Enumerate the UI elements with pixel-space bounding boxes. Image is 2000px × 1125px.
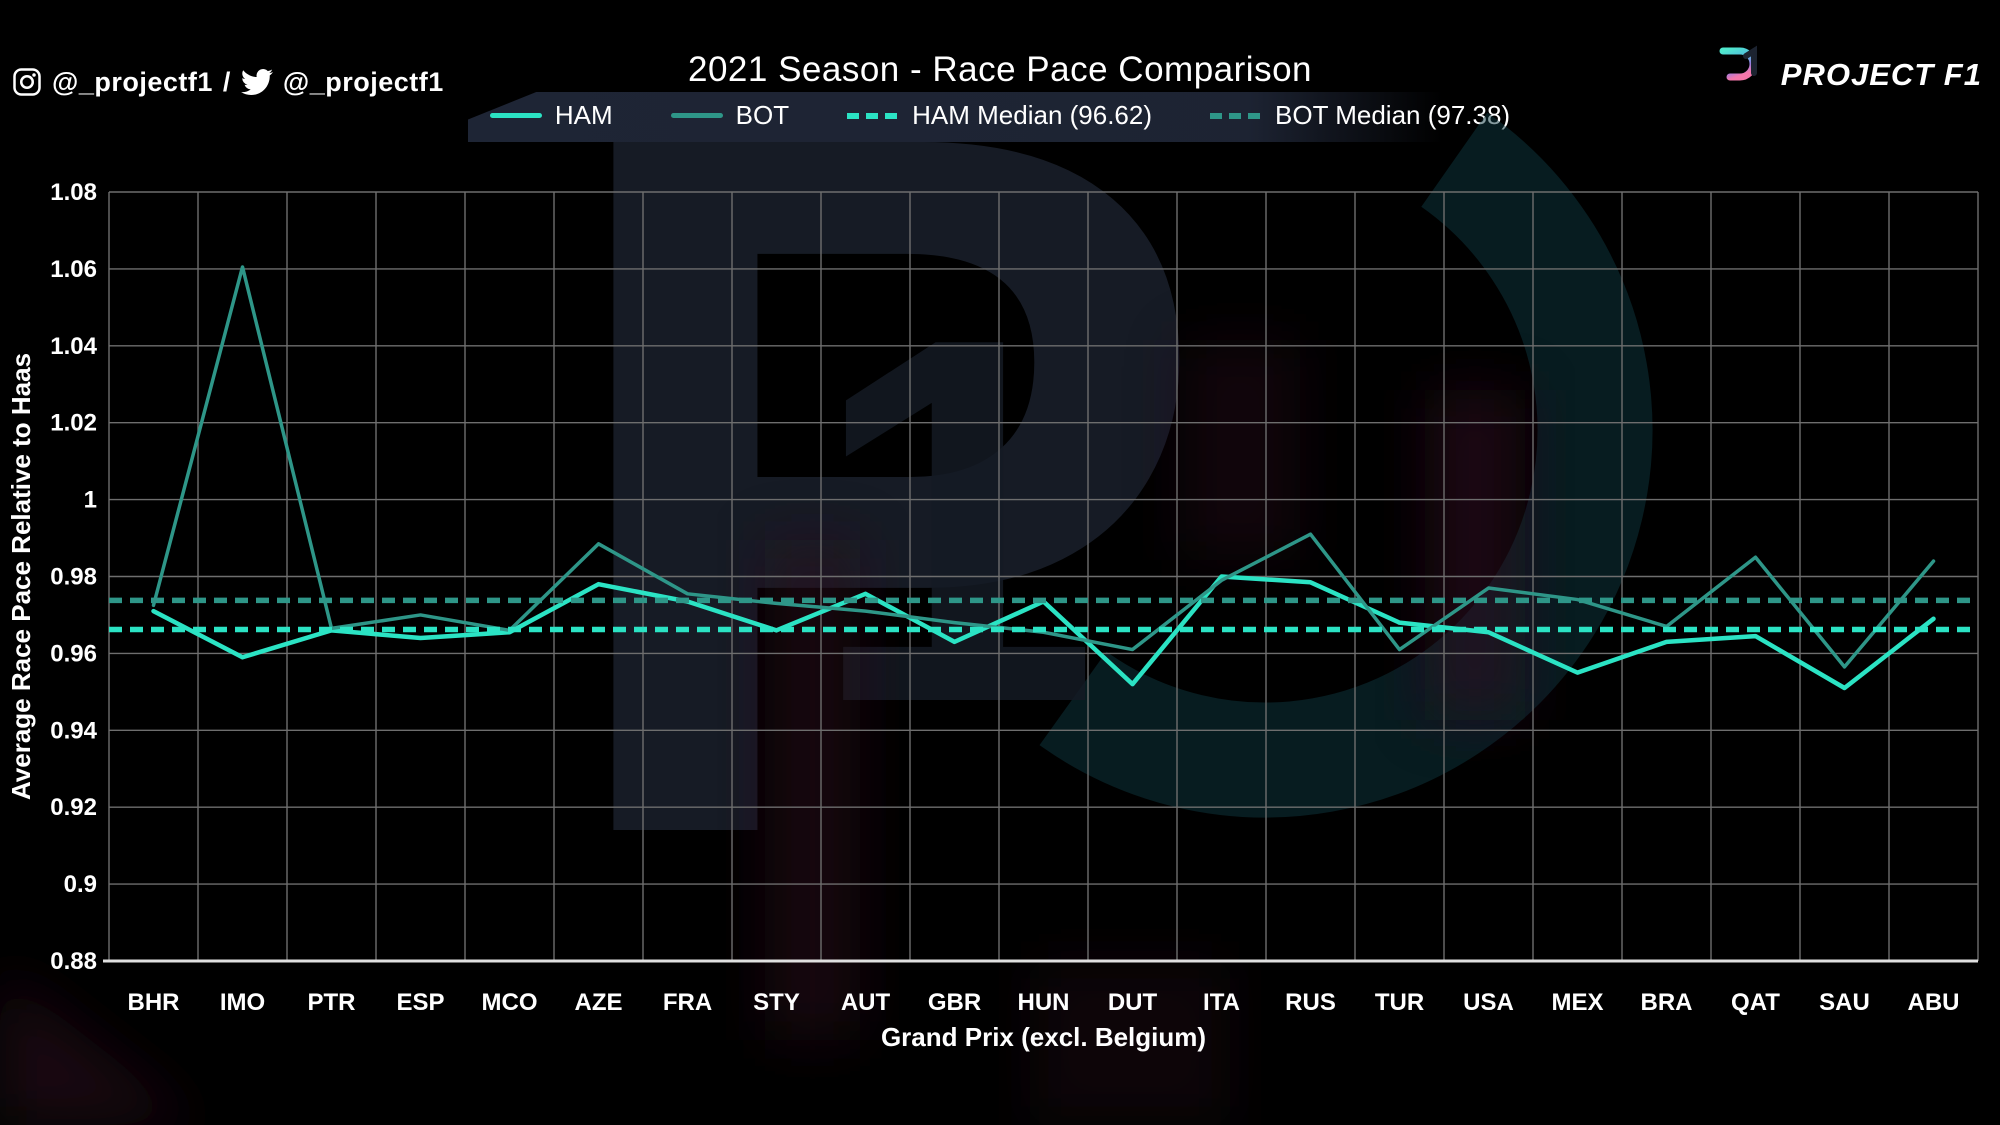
- x-tick-label: STY: [753, 989, 800, 1016]
- legend-swatch-bot: [670, 113, 723, 118]
- x-tick-label: DUT: [1108, 989, 1158, 1016]
- y-tick-label: 1.02: [50, 410, 97, 437]
- legend-background-band: [468, 92, 1443, 142]
- projectf1-logo-icon: [1699, 36, 1771, 113]
- legend-label-bot: BOT: [735, 100, 790, 130]
- y-axis-title: Average Race Pace Relative to Haas: [6, 353, 36, 800]
- x-tick-label: IMO: [220, 989, 265, 1016]
- y-tick-label: 1.08: [50, 179, 97, 206]
- y-tick-label: 0.94: [50, 717, 97, 744]
- y-tick-label: 0.98: [50, 564, 97, 591]
- x-tick-label: TUR: [1375, 989, 1424, 1016]
- x-tick-label: GBR: [928, 989, 981, 1016]
- x-tick-label: ABU: [1908, 989, 1960, 1016]
- x-tick-label: ITA: [1203, 989, 1240, 1016]
- y-tick-label: 1: [84, 487, 97, 514]
- legend-label-ham: HAM: [554, 100, 613, 130]
- legend-swatch-bot-median: [1210, 112, 1263, 119]
- x-tick-label: BRA: [1641, 989, 1693, 1016]
- legend-label-bot-median: BOT Median (97.38): [1275, 100, 1511, 130]
- x-tick-label: HUN: [1018, 989, 1070, 1016]
- x-tick-label: MCO: [482, 989, 538, 1016]
- svg-text:P: P: [547, 0, 1214, 1042]
- x-tick-label: FRA: [663, 989, 712, 1016]
- projectf1-watermark: P 1: [0, 0, 1653, 1125]
- x-tick-label: ESP: [396, 989, 444, 1016]
- y-tick-label: 0.9: [64, 871, 97, 898]
- twitter-handle: @_projectf1: [282, 66, 444, 97]
- x-tick-label: AUT: [841, 989, 891, 1016]
- x-tick-label: AZE: [575, 989, 623, 1016]
- legend-swatch-ham: [489, 113, 542, 118]
- social-handles: @_projectf1 / @_projectf1: [12, 66, 444, 98]
- legend-swatch-ham-median: [847, 112, 900, 119]
- page-title: 2021 Season - Race Pace Comparison: [687, 50, 1312, 89]
- legend-label-ham-median: HAM Median (96.62): [912, 100, 1153, 130]
- x-tick-label: BHR: [128, 989, 180, 1016]
- y-tick-label: 0.92: [50, 794, 97, 821]
- y-tick-label: 0.96: [50, 640, 97, 667]
- legend-item-ham-median: HAM Median (96.62): [847, 100, 1152, 131]
- legend-item-bot-median: BOT Median (97.38): [1210, 100, 1510, 131]
- instagram-handle: @_projectf1: [52, 66, 213, 97]
- handle-separator: /: [222, 66, 231, 97]
- legend-item-bot: BOT: [670, 100, 790, 131]
- x-tick-label: SAU: [1819, 989, 1870, 1016]
- x-tick-label: USA: [1463, 989, 1514, 1016]
- x-tick-label: PTR: [308, 989, 356, 1016]
- x-tick-label: QAT: [1731, 989, 1780, 1016]
- chart-legend: HAM BOT HAM Median (96.62) BOT Median (9…: [0, 100, 2000, 131]
- y-tick-label: 1.04: [50, 333, 97, 360]
- y-tick-label: 0.88: [50, 948, 97, 975]
- x-axis-title: Grand Prix (excl. Belgium): [881, 1022, 1206, 1052]
- x-tick-label: MEX: [1551, 989, 1603, 1016]
- x-tick-label: RUS: [1285, 989, 1336, 1016]
- brand-name: PROJECT F1: [1780, 56, 1982, 92]
- twitter-icon: [240, 66, 273, 98]
- chart-plot: 1.08 1.06 1.04 1.02 1 0.98 0.96 0.94 0.92 0.9 0.88…: [6, 179, 1979, 1052]
- brand-logo: PROJECT F1: [1699, 36, 1982, 113]
- y-tick-label: 1.06: [50, 256, 97, 283]
- legend-item-ham: HAM: [489, 100, 613, 131]
- instagram-icon: [12, 67, 42, 97]
